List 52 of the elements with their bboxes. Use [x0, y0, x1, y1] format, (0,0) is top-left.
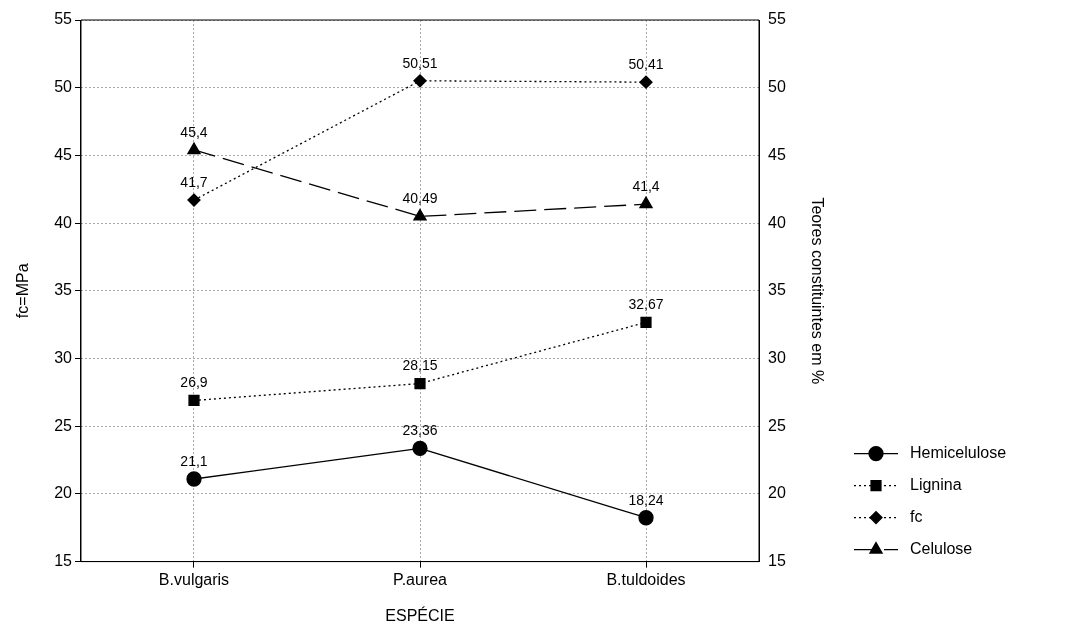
data-label: 21,1: [180, 452, 208, 469]
data-label: 41,7: [180, 173, 208, 190]
y2-tick-label: 55: [768, 10, 786, 28]
point: [188, 394, 200, 407]
point: [187, 142, 201, 155]
point: [187, 193, 201, 207]
point: [640, 316, 652, 328]
legend-label: fc: [910, 508, 923, 526]
point: [414, 377, 426, 390]
data-label: 41,4: [632, 178, 660, 194]
y-tick-label: 20: [54, 484, 73, 502]
y2-tick-label: 30: [768, 348, 786, 366]
y2-tick-label: 35: [768, 281, 786, 299]
data-label: 50,51: [402, 54, 438, 71]
y2-tick-label: 15: [768, 552, 786, 570]
x-axis-title: ESPÉCIE: [385, 605, 455, 624]
y2-tick-label: 20: [768, 484, 786, 502]
point: [639, 196, 653, 209]
y-tick-label: 40: [54, 213, 73, 231]
legend-label: Hemicelulose: [910, 444, 1007, 462]
y-tick-label: 35: [54, 281, 73, 299]
y2-tick-label: 45: [768, 145, 786, 163]
point: [413, 208, 427, 221]
data-label: 18,24: [628, 491, 664, 508]
y-tick-label: 55: [54, 10, 73, 28]
data-label: 28,15: [402, 357, 438, 374]
data-label: 26,9: [180, 374, 208, 391]
y2-tick-label: 50: [768, 78, 786, 96]
data-label: 50,41: [628, 56, 664, 73]
y2-tick-label: 40: [768, 213, 786, 231]
point: [413, 74, 427, 88]
point: [186, 471, 202, 487]
legend-label: Celulose: [910, 540, 973, 558]
data-label: 23,36: [402, 422, 438, 439]
x-tick-label: P.aurea: [393, 570, 448, 588]
y-tick-label: 45: [54, 145, 73, 163]
point: [639, 75, 653, 89]
point: [638, 510, 654, 526]
x-tick-label: B.tuldoides: [606, 570, 686, 588]
y2-axis-title: Teores constituintes em %: [808, 197, 826, 385]
y-tick-label: 30: [54, 348, 73, 366]
legend-label: Lignina: [910, 476, 962, 494]
x-tick-label: B.vulgaris: [158, 570, 230, 588]
data-label: 32,67: [628, 296, 664, 313]
point: [412, 440, 428, 457]
data-label: 40,49: [402, 190, 438, 207]
y-axis-title: fc=MPa: [14, 263, 32, 319]
y-tick-label: 50: [54, 78, 73, 96]
data-label: 45,4: [180, 123, 208, 140]
y-tick-label: 15: [54, 552, 73, 570]
y-tick-label: 25: [54, 416, 73, 434]
y2-tick-label: 25: [768, 416, 786, 434]
